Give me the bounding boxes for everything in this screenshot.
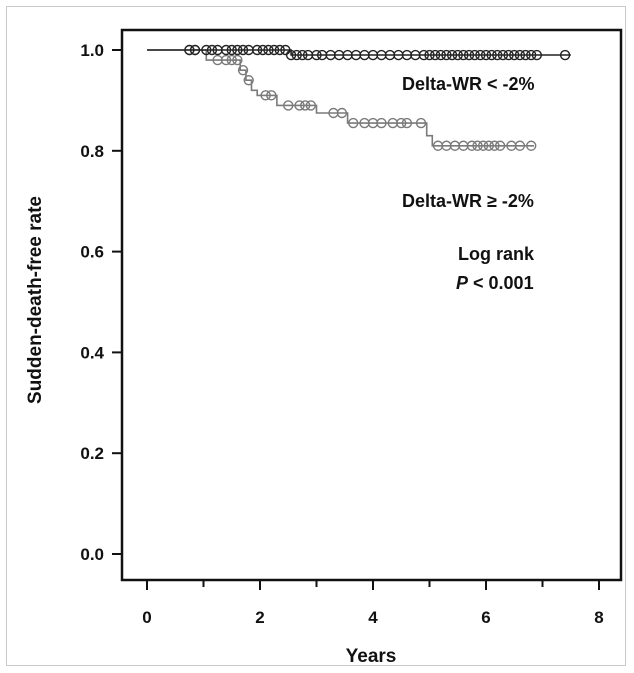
censor-marker: [503, 49, 514, 61]
censor-marker: [311, 49, 322, 61]
censor-marker: [237, 44, 249, 56]
y-tick-label: 0.8: [80, 142, 104, 161]
censor-marker: [446, 49, 458, 61]
series-label-lt: Delta-WR < -2%: [402, 74, 535, 94]
p-symbol: P: [456, 273, 469, 293]
censor-marker: [285, 49, 297, 61]
censor-marker: [348, 117, 359, 129]
censor-marker: [263, 44, 274, 56]
censor-marker: [396, 117, 407, 129]
censor-marker: [466, 140, 478, 151]
censor-marker: [220, 44, 232, 56]
censor-marker: [492, 49, 503, 61]
censor-marker: [429, 49, 441, 61]
censor-marker: [305, 100, 317, 111]
log-rank-title: Log rank: [458, 244, 535, 264]
censor-marker: [260, 90, 271, 101]
y-tick-label: 0.6: [80, 243, 104, 262]
censor-marker: [486, 49, 497, 61]
censor-marker: [251, 44, 263, 56]
series-ge: [147, 44, 537, 151]
y-tick-label: 0.2: [80, 444, 104, 463]
censor-marker: [418, 49, 430, 61]
censor-marker: [401, 117, 413, 129]
axes: 0 2 4 6 8 0.0 0.2 0.4 0.6 0.8 1.0: [80, 28, 623, 627]
censor-marker: [494, 140, 506, 151]
censor-marker: [237, 64, 249, 76]
censor-marker: [291, 49, 302, 61]
censor-marker: [520, 49, 531, 61]
censor-marker: [232, 44, 243, 56]
censor-marker: [376, 117, 387, 129]
plot-area-border: [120, 28, 623, 582]
censor-marker: [531, 49, 543, 61]
x-tick-label: 8: [594, 608, 603, 627]
censor-marker: [297, 49, 308, 61]
censor-marker: [189, 44, 201, 56]
p-value: < 0.001: [468, 273, 534, 293]
censor-marker: [336, 107, 348, 119]
y-axis-label: Sudden-death-free rate: [25, 196, 46, 404]
censor-marker: [201, 44, 212, 56]
y-tick-label: 0.4: [80, 343, 104, 362]
censor-marker: [452, 49, 463, 61]
x-tick-label: 2: [255, 608, 264, 627]
censor-marker: [472, 140, 483, 151]
y-tick-label: 0.0: [80, 545, 104, 564]
censor-marker: [257, 44, 269, 56]
censor-marker: [206, 44, 218, 56]
censor-marker: [489, 140, 500, 151]
censor-marker: [497, 49, 509, 61]
x-tick-label: 4: [368, 608, 378, 627]
x-tick-label: 0: [142, 608, 151, 627]
censor-marker: [294, 100, 305, 111]
censor-marker: [226, 44, 237, 56]
censor-marker: [477, 140, 489, 151]
log-rank-p: P < 0.001: [456, 273, 534, 293]
censor-marker: [458, 49, 469, 61]
censor-marker: [514, 140, 526, 151]
censor-marker: [526, 140, 537, 151]
censor-marker: [300, 100, 311, 111]
censor-marker: [483, 140, 495, 151]
curves: [147, 44, 571, 151]
x-axis-label: Years: [346, 646, 397, 667]
censor-marker: [266, 90, 277, 101]
censor-marker: [268, 44, 280, 56]
censor-marker: [475, 49, 486, 61]
censor-marker: [441, 49, 452, 61]
censor-marker: [559, 49, 571, 61]
censor-marker: [220, 54, 232, 66]
censor-marker: [274, 44, 285, 56]
censor-marker: [243, 75, 254, 86]
censor-marker: [415, 117, 427, 129]
censor-marker: [232, 54, 243, 66]
censor-marker: [283, 100, 294, 111]
censor-marker: [424, 49, 435, 61]
censor-marker: [184, 44, 195, 56]
censor-marker: [509, 49, 520, 61]
series-label-ge: Delta-WR ≥ -2%: [402, 191, 534, 211]
y-tick-label: 1.0: [80, 41, 104, 60]
x-tick-label: 6: [481, 608, 490, 627]
series-lt: [147, 44, 571, 61]
censor-marker: [463, 49, 475, 61]
censor-marker: [514, 49, 526, 61]
censor-marker: [526, 49, 537, 61]
censor-marker: [480, 49, 492, 61]
censor-marker: [435, 49, 446, 61]
figure-frame: [6, 6, 626, 666]
censor-marker: [226, 54, 237, 66]
survival-line: [147, 49, 534, 147]
censor-marker: [469, 49, 480, 61]
